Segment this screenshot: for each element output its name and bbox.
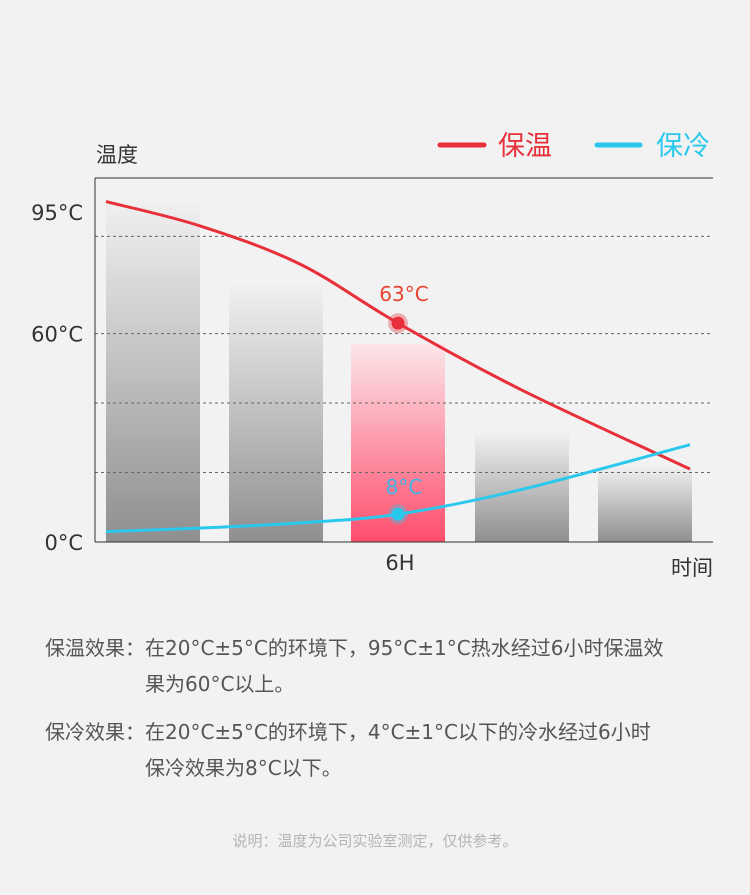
note-warm: 保温效果： 在20°C±5°C的环境下，95°C±1°C热水经过6小时保温效果为… xyxy=(45,630,725,702)
x-axis-label: 时间 xyxy=(671,556,713,580)
note-warm-text: 在20°C±5°C的环境下，95°C±1°C热水经过6小时保温效果为60°C以上… xyxy=(145,636,664,696)
cold-series-line xyxy=(105,443,691,534)
marker-cold xyxy=(391,507,405,521)
note-cold: 保冷效果： 在20°C±5°C的环境下，4°C±1°C以下的冷水经过6小时保冷效… xyxy=(45,714,725,786)
legend-label-warm: 保温 xyxy=(498,131,552,162)
marker-warm xyxy=(391,316,405,330)
annotation-warm: 63°C xyxy=(379,282,428,306)
note-cold-label: 保冷效果： xyxy=(45,720,145,744)
disclaimer: 说明：温度为公司实验室测定，仅供参考。 xyxy=(232,832,518,850)
y-tick-label: 0°C xyxy=(44,531,83,555)
annotation-cold: 8°C xyxy=(386,475,423,499)
notes: 保温效果： 在20°C±5°C的环境下，95°C±1°C热水经过6小时保温效果为… xyxy=(45,630,725,798)
legend-label-cold: 保冷 xyxy=(656,131,710,162)
x-tick-label: 6H xyxy=(385,551,414,575)
bar xyxy=(598,465,692,542)
bar xyxy=(106,194,200,542)
note-warm-label: 保温效果： xyxy=(45,636,145,660)
note-cold-text: 在20°C±5°C的环境下，4°C±1°C以下的冷水经过6小时保冷效果为8°C以… xyxy=(145,720,651,780)
bar xyxy=(475,430,569,542)
temperature-chart: 温度 95°C 60°C 0°C 6H 时间 63°C 8°C 保温 保冷 xyxy=(31,131,713,580)
y-tick-label: 60°C xyxy=(31,323,83,347)
y-tick-label: 95°C xyxy=(31,201,83,225)
y-axis-label: 温度 xyxy=(96,143,138,167)
warm-series-line xyxy=(105,200,691,471)
bar xyxy=(229,281,323,542)
